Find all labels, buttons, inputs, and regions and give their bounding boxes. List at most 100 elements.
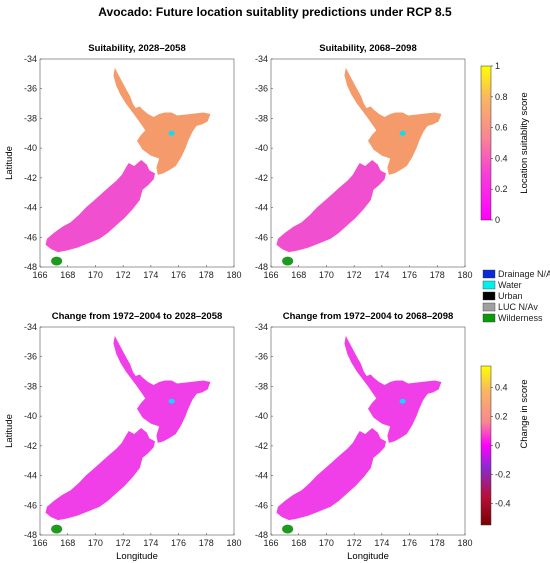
y-tick-label: -48	[24, 262, 37, 272]
x-tick-label: 170	[319, 538, 334, 548]
colorbar-change-label: Change in score	[519, 379, 530, 448]
map-panel-1: Suitability, 2028–2058 166 168 170 172 174 176…	[4, 43, 242, 280]
y-tick-label: -46	[24, 500, 37, 510]
panel-title: Suitability, 2028–2058	[88, 43, 186, 54]
x-tick-label: 178	[199, 270, 214, 280]
y-tick-label: -40	[24, 411, 37, 421]
y-tick-label: -48	[255, 262, 268, 272]
legend-item: Water	[482, 280, 522, 290]
legend-label: Drainage N/Av	[498, 269, 550, 279]
colorbar-change: 0.4 0.2 0 -0.2 -0.4 Change in score	[480, 365, 530, 526]
x-tick-label: 168	[291, 538, 306, 548]
x-tick-label: 180	[457, 538, 472, 548]
x-tick-label: 170	[88, 538, 103, 548]
y-tick-label: -38	[24, 381, 37, 391]
colorbar-tick-label: 0	[495, 215, 500, 225]
x-tick-label: 174	[143, 538, 158, 548]
colorbar-tick-label: 0	[495, 441, 500, 451]
y-tick-label: -40	[255, 143, 268, 153]
x-tick-label: 176	[171, 538, 186, 548]
axis-ticks: 166 168 170 172 174 176 178 180 -34 -36 -38 -40 -42 -…	[24, 322, 242, 548]
map-panel-3: Change from 1972–2004 to 2028–2058 166 168…	[4, 311, 242, 562]
x-tick-label: 168	[60, 270, 75, 280]
colorbar-tick-label: 1	[495, 61, 500, 71]
y-tick-label: -40	[255, 411, 268, 421]
y-tick-label: -34	[255, 54, 268, 64]
x-tick-label: 172	[347, 270, 362, 280]
legend-item: Urban	[482, 291, 523, 301]
x-tick-label: 168	[291, 270, 306, 280]
y-tick-label: -38	[255, 381, 268, 391]
y-tick-label: -38	[24, 113, 37, 123]
y-tick-label: -42	[255, 173, 268, 183]
axis-ticks: 166 168 170 172 174 176 178 180 -34 -36 -38 -40 -42 -…	[255, 322, 473, 548]
colorbar-tick-label: 0.2	[495, 184, 508, 194]
y-axis-label: Latitude	[4, 414, 15, 448]
panel-title: Change from 1972–2004 to 2028–2058	[52, 311, 223, 322]
axis-ticks: 166 168 170 172 174 176 178 180 -34 -36 -38 -40 -42 -…	[255, 54, 473, 280]
x-tick-label: 166	[32, 270, 47, 280]
x-tick-label: 170	[319, 270, 334, 280]
legend-label: Water	[498, 280, 522, 290]
x-tick-label: 174	[374, 538, 389, 548]
colorbar-tick-label: 0.4	[495, 153, 508, 163]
y-tick-label: -36	[24, 84, 37, 94]
legend-swatch	[482, 280, 496, 290]
legend-item: Drainage N/Av	[482, 269, 550, 279]
panels: Suitability, 2028–2058 166 168 170 172 174 176…	[4, 43, 473, 562]
y-tick-label: -34	[255, 322, 268, 332]
legend-label: Urban	[498, 291, 523, 301]
colorbar-tick-label: -0.4	[495, 498, 511, 508]
x-tick-label: 166	[263, 538, 278, 548]
map-panel-4: Change from 1972–2004 to 2068–2098 166 168…	[255, 311, 473, 562]
x-tick-label: 166	[263, 270, 278, 280]
legend-swatch	[482, 302, 496, 312]
y-tick-label: -48	[255, 530, 268, 540]
colorbar-tick-label: 0.2	[495, 412, 508, 422]
y-tick-label: -44	[24, 471, 37, 481]
y-tick-label: -42	[24, 173, 37, 183]
y-tick-label: -48	[24, 530, 37, 540]
y-tick-label: -44	[24, 203, 37, 213]
x-axis-label: Longitude	[116, 551, 158, 562]
figure-title: Avocado: Future location suitablity pred…	[98, 5, 452, 19]
x-tick-label: 174	[374, 270, 389, 280]
y-tick-label: -42	[255, 441, 268, 451]
x-tick-label: 172	[116, 270, 131, 280]
land-class-legend: Drainage N/AvWaterUrbanLUC N/AvWildernes…	[482, 269, 550, 323]
y-tick-label: -40	[24, 143, 37, 153]
colorbar-tick-label: 0.4	[495, 383, 508, 393]
x-tick-label: 180	[226, 538, 241, 548]
y-tick-label: -44	[255, 203, 268, 213]
y-tick-label: -36	[255, 84, 268, 94]
colorbar-suitability: 1 0.8 0.6 0.4 0.2 0 Location suitablity score	[480, 61, 530, 225]
x-axis-label: Longitude	[347, 551, 389, 562]
legend-label: LUC N/Av	[498, 302, 538, 312]
map-panel-2: Suitability, 2068–2098 166 168 170 172 174 176…	[255, 43, 473, 280]
y-tick-label: -36	[255, 352, 268, 362]
y-tick-label: -46	[255, 232, 268, 242]
y-tick-label: -46	[24, 232, 37, 242]
y-tick-label: -38	[255, 113, 268, 123]
x-tick-label: 176	[402, 538, 417, 548]
legend-swatch	[482, 291, 496, 301]
x-tick-label: 174	[143, 270, 158, 280]
y-tick-label: -42	[24, 441, 37, 451]
colorbar-tick-label: 0.6	[495, 123, 508, 133]
x-tick-label: 170	[88, 270, 103, 280]
x-tick-label: 178	[430, 270, 445, 280]
colorbar-suitability-label: Location suitablity score	[519, 92, 530, 193]
legend-swatch	[482, 269, 496, 279]
legend-item: LUC N/Av	[482, 302, 538, 312]
y-tick-label: -44	[255, 471, 268, 481]
panel-title: Suitability, 2068–2098	[319, 43, 417, 54]
y-tick-label: -34	[24, 322, 37, 332]
x-tick-label: 166	[32, 538, 47, 548]
x-tick-label: 180	[226, 270, 241, 280]
legend-item: Wilderness	[482, 313, 543, 323]
legend-label: Wilderness	[498, 313, 543, 323]
legend-swatch	[482, 313, 496, 323]
x-tick-label: 176	[402, 270, 417, 280]
y-tick-label: -34	[24, 54, 37, 64]
